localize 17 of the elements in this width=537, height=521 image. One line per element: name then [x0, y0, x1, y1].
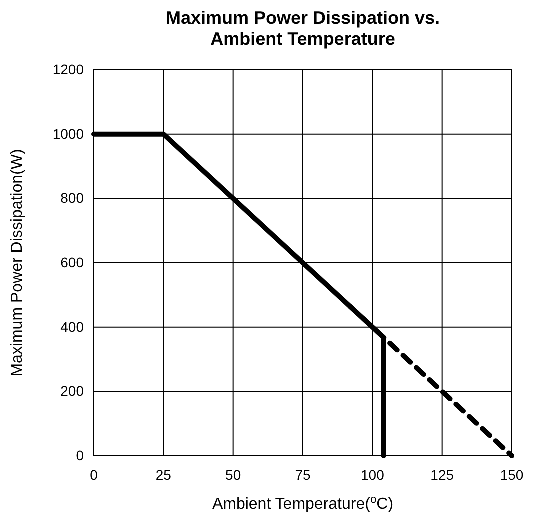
y-tick-label: 0: [76, 447, 84, 464]
x-tick-label: 25: [156, 466, 172, 483]
x-tick-label: 100: [360, 466, 385, 483]
y-axis-title: Maximum Power Dissipation(W): [9, 149, 26, 377]
x-axis-title: Ambient Temperature($^{o}$C): [212, 494, 394, 513]
y-tick-label: 200: [60, 383, 84, 400]
y-tick-label: 1000: [52, 126, 84, 142]
chart-title: Maximum Power Dissipation vs. Ambient Temperature: [166, 8, 440, 49]
y-tick-label: 400: [60, 318, 84, 335]
x-tick-label: 0: [90, 466, 98, 483]
y-tick-label: 600: [60, 254, 84, 270]
y-tick-label: 1200: [52, 61, 84, 78]
x-tick-label: 150: [500, 466, 524, 483]
y-tick-label: 800: [60, 190, 84, 206]
x-tick-label: 75: [295, 466, 311, 483]
x-tick-label: 125: [430, 466, 454, 483]
x-tick-label: 50: [226, 466, 242, 483]
